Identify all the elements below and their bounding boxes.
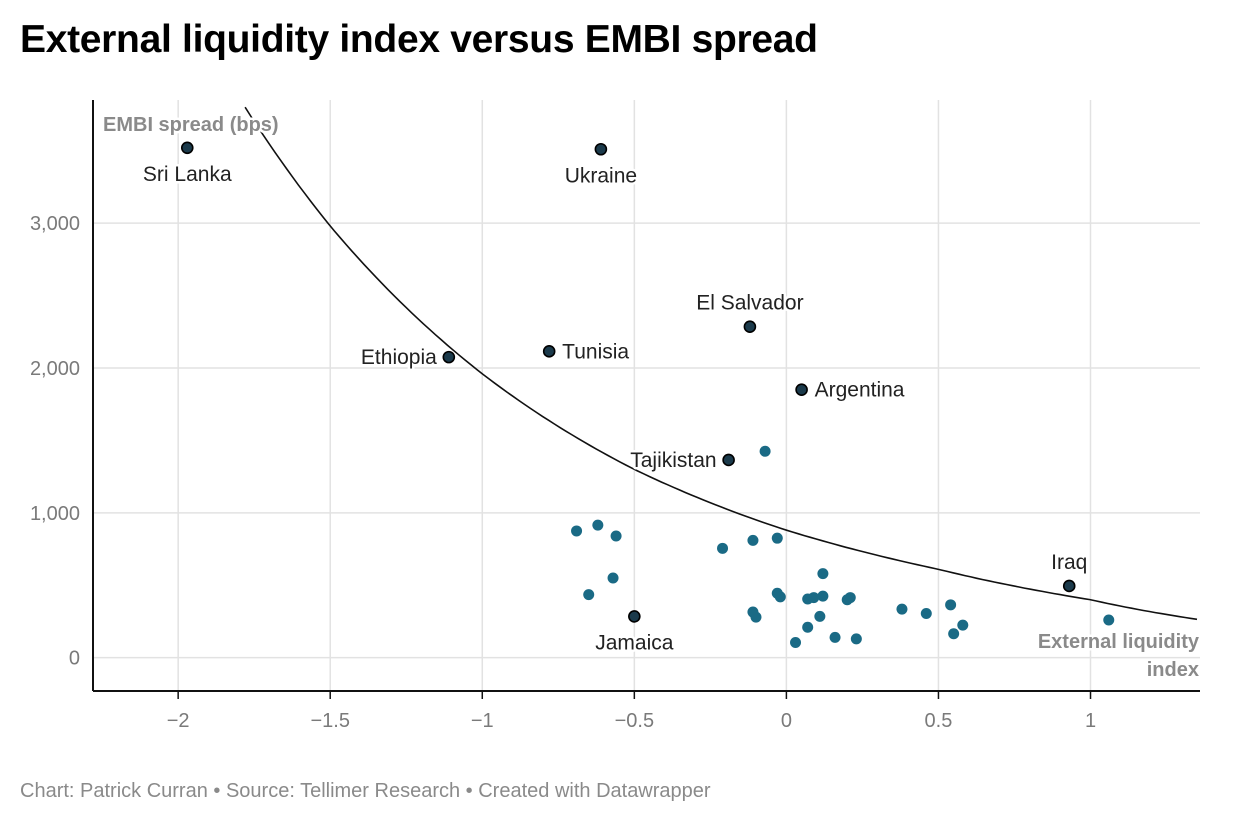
point-label: Tajikistan bbox=[630, 449, 716, 472]
y-tick-label: 1,000 bbox=[30, 503, 80, 525]
point-label: Argentina bbox=[815, 379, 905, 402]
data-point bbox=[771, 532, 783, 544]
x-tick-label: −0.5 bbox=[615, 710, 654, 732]
data-point bbox=[945, 599, 957, 611]
data-point bbox=[592, 519, 604, 531]
data-point bbox=[802, 621, 814, 633]
y-tick-label: 3,000 bbox=[30, 213, 80, 235]
x-tick-label: −1.5 bbox=[310, 710, 349, 732]
gridlines bbox=[93, 100, 1200, 691]
data-point bbox=[717, 542, 729, 554]
data-points bbox=[180, 141, 1115, 648]
data-point bbox=[896, 603, 908, 615]
data-point bbox=[759, 445, 771, 457]
data-point bbox=[571, 525, 583, 537]
point-label: Sri Lanka bbox=[143, 163, 232, 186]
data-point bbox=[808, 592, 820, 604]
point-label: Tunisia bbox=[562, 340, 629, 363]
data-point bbox=[583, 589, 595, 601]
highlighted-point bbox=[442, 350, 456, 364]
trendline bbox=[244, 106, 1198, 621]
data-point bbox=[610, 530, 622, 542]
point-label: Iraq bbox=[1051, 551, 1087, 574]
highlighted-point bbox=[542, 345, 556, 358]
x-tick-label: 1 bbox=[1085, 710, 1096, 732]
data-point bbox=[817, 568, 829, 580]
highlighted-point bbox=[722, 453, 735, 467]
data-point bbox=[957, 619, 969, 631]
point-labels: Sri Lanka Ukraine El Salvador Tunisia Ethiop… bbox=[140, 160, 1089, 657]
data-point bbox=[829, 631, 841, 643]
point-label: Jamaica bbox=[595, 631, 674, 654]
x-tick-label: −1 bbox=[471, 710, 494, 732]
x-tick-label: 0 bbox=[781, 710, 792, 732]
data-point bbox=[790, 636, 802, 648]
data-point bbox=[1103, 614, 1115, 626]
chart-footer: Chart: Patrick Curran • Source: Tellimer… bbox=[20, 780, 711, 802]
axes: −2 −1.5 −1 −0.5 0 0.5 1 0 1,000 2,000 3,000 bbox=[30, 100, 1200, 732]
data-point bbox=[844, 592, 856, 604]
data-point bbox=[814, 610, 826, 622]
point-label: El Salvador bbox=[696, 292, 803, 315]
x-axis-title-line-1: External liquidity bbox=[1038, 631, 1200, 653]
data-point bbox=[817, 590, 829, 602]
y-tick-label: 0 bbox=[69, 648, 80, 670]
data-point bbox=[750, 611, 762, 623]
highlighted-point bbox=[628, 610, 641, 623]
highlighted-point bbox=[795, 383, 808, 397]
highlighted-point bbox=[594, 142, 608, 156]
trendline-layer bbox=[244, 106, 1198, 621]
data-point bbox=[747, 534, 759, 546]
highlighted-point bbox=[743, 320, 757, 333]
point-label: Ukraine bbox=[565, 164, 637, 187]
point-label: Ethiopia bbox=[361, 346, 437, 369]
data-point bbox=[920, 608, 932, 620]
data-point bbox=[850, 633, 862, 645]
highlighted-point bbox=[180, 141, 194, 155]
highlighted-point bbox=[1062, 579, 1076, 593]
x-tick-label: 0.5 bbox=[925, 710, 953, 732]
chart-title: External liquidity index versus EMBI spr… bbox=[20, 18, 818, 61]
y-axis-title: EMBI spread (bps) bbox=[103, 114, 279, 136]
x-axis-title-line-2: index bbox=[1147, 659, 1199, 681]
data-point bbox=[774, 591, 786, 603]
data-point bbox=[607, 572, 619, 584]
x-tick-label: −2 bbox=[167, 710, 190, 732]
data-point bbox=[948, 628, 960, 640]
y-tick-label: 2,000 bbox=[30, 358, 80, 380]
